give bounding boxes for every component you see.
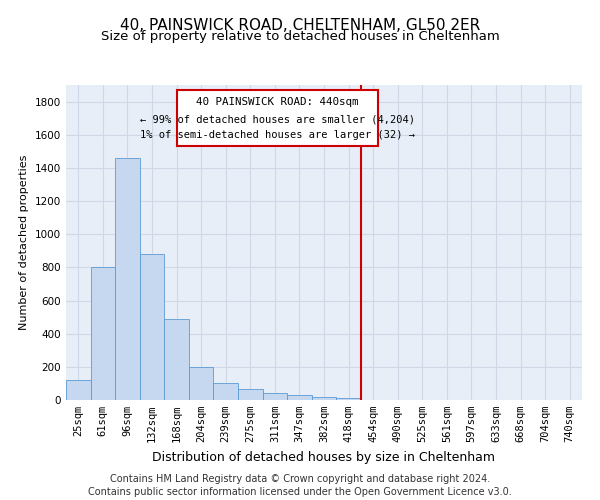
Text: 1% of semi-detached houses are larger (32) →: 1% of semi-detached houses are larger (3…: [140, 130, 415, 140]
Bar: [189, 367, 214, 400]
Bar: [238, 389, 263, 400]
Bar: [164, 319, 189, 400]
Bar: [287, 395, 312, 400]
Text: Contains HM Land Registry data © Crown copyright and database right 2024.: Contains HM Land Registry data © Crown c…: [110, 474, 490, 484]
Bar: [91, 268, 115, 400]
FancyBboxPatch shape: [176, 90, 378, 146]
Text: Contains public sector information licensed under the Open Government Licence v3: Contains public sector information licen…: [88, 487, 512, 497]
Text: 40 PAINSWICK ROAD: 440sqm: 40 PAINSWICK ROAD: 440sqm: [196, 98, 359, 108]
Text: Size of property relative to detached houses in Cheltenham: Size of property relative to detached ho…: [101, 30, 499, 43]
Text: 40, PAINSWICK ROAD, CHELTENHAM, GL50 2ER: 40, PAINSWICK ROAD, CHELTENHAM, GL50 2ER: [120, 18, 480, 32]
Bar: [140, 254, 164, 400]
Text: ← 99% of detached houses are smaller (4,204): ← 99% of detached houses are smaller (4,…: [140, 114, 415, 124]
Bar: [336, 398, 361, 400]
Bar: [263, 394, 287, 400]
Y-axis label: Number of detached properties: Number of detached properties: [19, 155, 29, 330]
Bar: [214, 384, 238, 400]
Bar: [66, 380, 91, 400]
Bar: [115, 158, 140, 400]
Bar: [312, 397, 336, 400]
X-axis label: Distribution of detached houses by size in Cheltenham: Distribution of detached houses by size …: [152, 450, 496, 464]
